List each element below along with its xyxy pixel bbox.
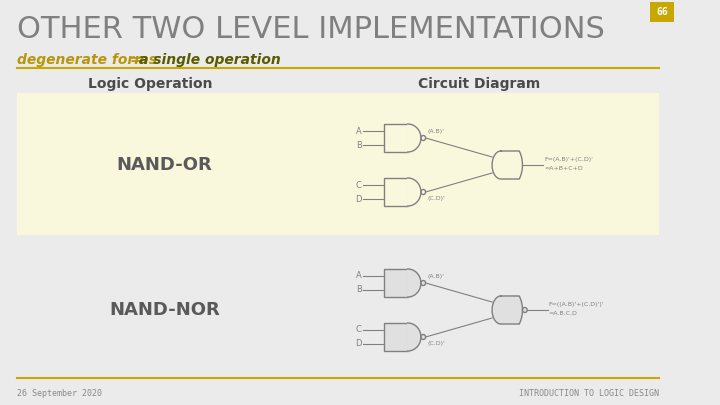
Polygon shape — [408, 323, 421, 351]
FancyBboxPatch shape — [17, 93, 315, 235]
Text: B: B — [356, 141, 361, 149]
FancyBboxPatch shape — [650, 2, 675, 22]
Text: =: = — [125, 53, 146, 67]
Text: =A.B.C.D: =A.B.C.D — [549, 311, 577, 316]
Text: A: A — [356, 271, 361, 281]
Text: D: D — [355, 194, 361, 203]
Polygon shape — [492, 151, 523, 179]
Text: =A+B+C+D: =A+B+C+D — [544, 166, 582, 171]
Polygon shape — [408, 269, 421, 297]
Text: Circuit Diagram: Circuit Diagram — [418, 77, 540, 91]
Text: F=((A.B)'+(C.D)')': F=((A.B)'+(C.D)')' — [549, 302, 604, 307]
Circle shape — [421, 136, 426, 141]
Text: Logic Operation: Logic Operation — [88, 77, 212, 91]
Polygon shape — [408, 124, 421, 152]
FancyBboxPatch shape — [384, 323, 408, 351]
Text: OTHER TWO LEVEL IMPLEMENTATIONS: OTHER TWO LEVEL IMPLEMENTATIONS — [17, 15, 605, 45]
Text: D: D — [355, 339, 361, 348]
Circle shape — [421, 190, 426, 194]
Text: C: C — [356, 181, 361, 190]
Text: (C.D)': (C.D)' — [428, 341, 446, 346]
Text: INTRODUCTION TO LOGIC DESIGN: INTRODUCTION TO LOGIC DESIGN — [519, 388, 660, 397]
FancyBboxPatch shape — [315, 93, 660, 235]
Circle shape — [421, 335, 426, 339]
Text: A: A — [356, 126, 361, 136]
FancyBboxPatch shape — [384, 269, 408, 297]
Text: C: C — [356, 326, 361, 335]
Text: 66: 66 — [656, 7, 668, 17]
Circle shape — [421, 281, 426, 286]
Text: B: B — [356, 286, 361, 294]
Polygon shape — [408, 178, 421, 206]
Text: NAND-OR: NAND-OR — [117, 156, 212, 174]
Text: NAND-NOR: NAND-NOR — [109, 301, 220, 319]
Text: (A.B)': (A.B)' — [428, 129, 444, 134]
Circle shape — [523, 307, 527, 313]
Text: a single operation: a single operation — [139, 53, 281, 67]
FancyBboxPatch shape — [384, 124, 408, 152]
Text: 26 September 2020: 26 September 2020 — [17, 388, 102, 397]
Text: degenerate forms: degenerate forms — [17, 53, 157, 67]
Polygon shape — [492, 296, 523, 324]
Text: (C.D)': (C.D)' — [428, 196, 446, 201]
Text: F=(A.B)'+(C.D)': F=(A.B)'+(C.D)' — [544, 157, 593, 162]
FancyBboxPatch shape — [384, 178, 408, 206]
Text: (A.B)': (A.B)' — [428, 274, 444, 279]
